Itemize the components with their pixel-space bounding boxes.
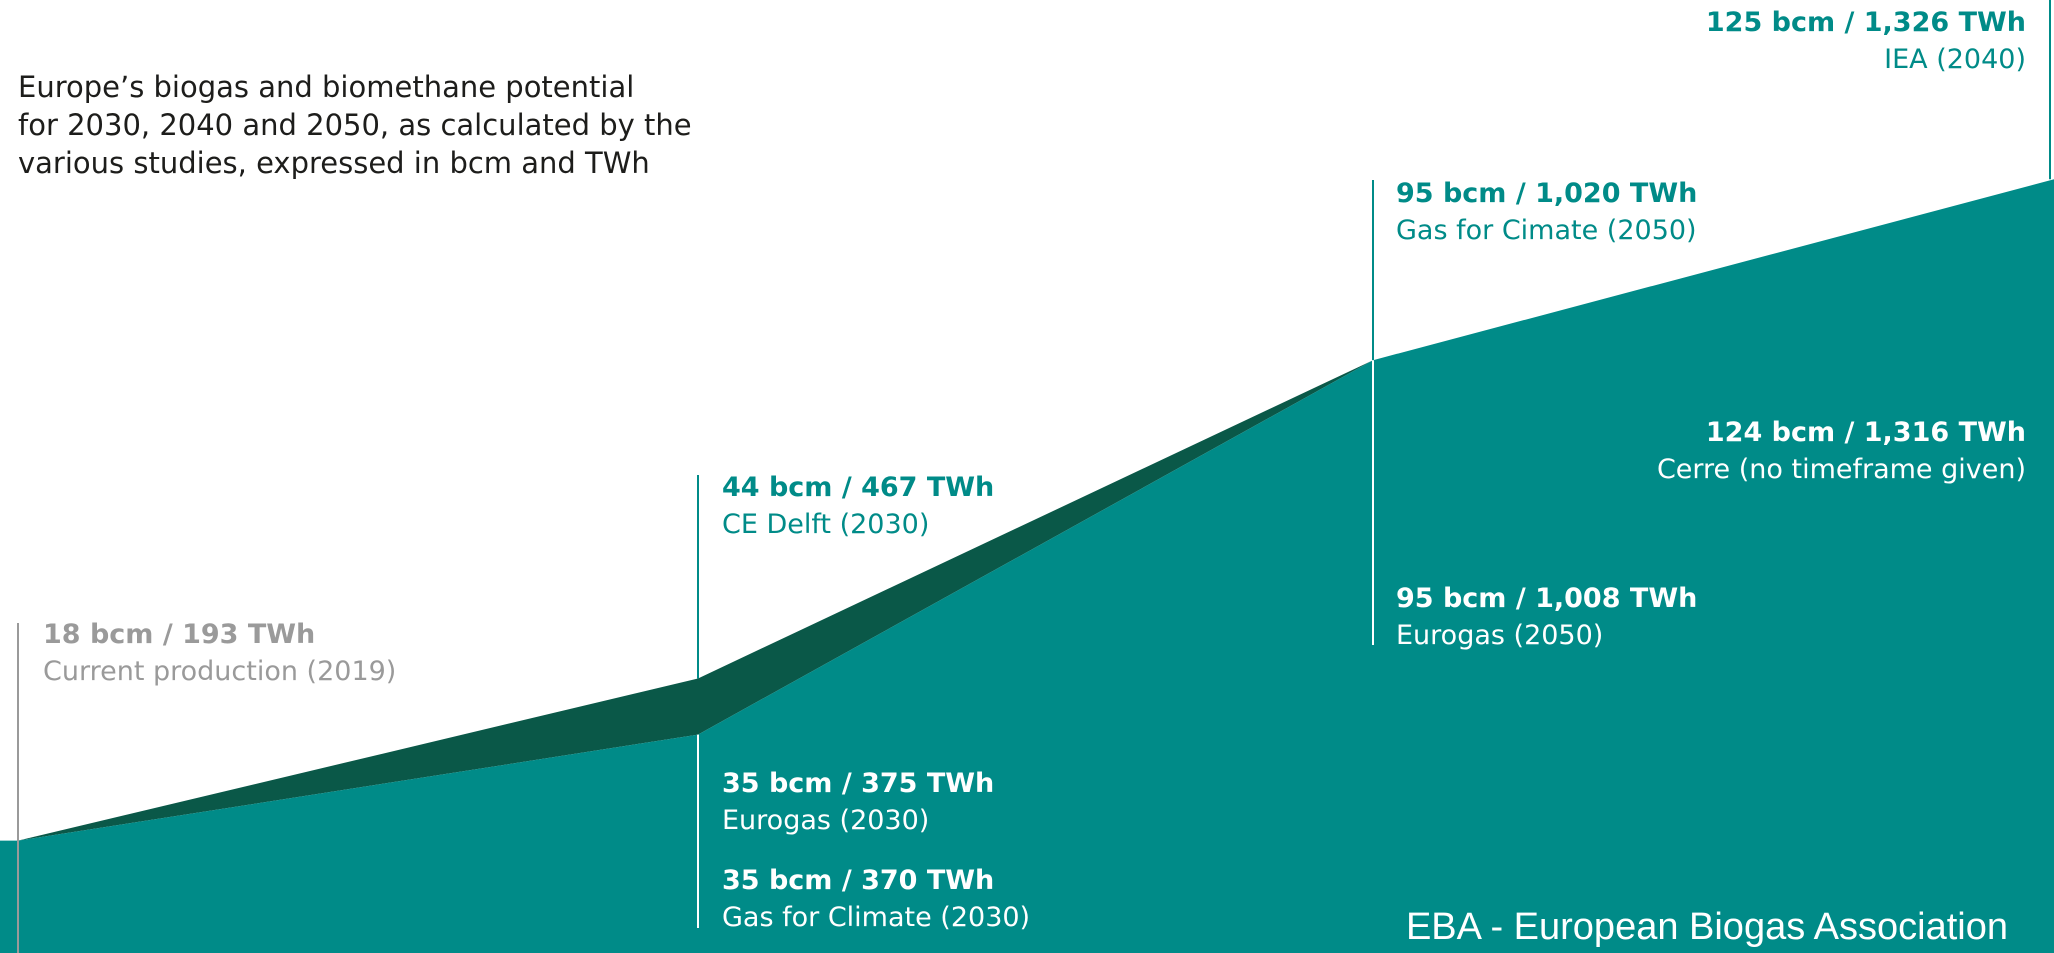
- data-label-gfc2030-source: Gas for Climate (2030): [722, 902, 1030, 933]
- data-label-current-value: 18 bcm / 193 TWh: [43, 619, 315, 650]
- data-label-eg2050-value: 95 bcm / 1,008 TWh: [1396, 583, 1697, 614]
- data-label-iea2040-value: 125 bcm / 1,326 TWh: [1706, 7, 2026, 38]
- data-label-cerre-value: 124 bcm / 1,316 TWh: [1706, 417, 2026, 448]
- data-label-eg2050-source: Eurogas (2050): [1396, 620, 1603, 651]
- source-label: EBA - European Biogas Association: [1405, 906, 2008, 948]
- data-label-gfc2050-source: Gas for Cimate (2050): [1396, 215, 1697, 246]
- data-label-cedelft-value: 44 bcm / 467 TWh: [722, 472, 994, 503]
- data-label-eg2030-source: Eurogas (2030): [722, 805, 929, 836]
- chart-description: Europe’s biogas and biomethane potential…: [18, 70, 692, 180]
- data-label-eg2030-value: 35 bcm / 375 TWh: [722, 768, 994, 799]
- data-label-current-source: Current production (2019): [43, 656, 396, 687]
- area-lower-estimate: [0, 179, 2054, 953]
- data-label-gfc2030-value: 35 bcm / 370 TWh: [722, 865, 994, 896]
- data-label-cerre-source: Cerre (no timeframe given): [1657, 454, 2026, 485]
- data-label-cedelft-source: CE Delft (2030): [722, 509, 929, 540]
- data-label-iea2040-source: IEA (2040): [1884, 44, 2026, 75]
- data-label-gfc2050-value: 95 bcm / 1,020 TWh: [1396, 178, 1697, 209]
